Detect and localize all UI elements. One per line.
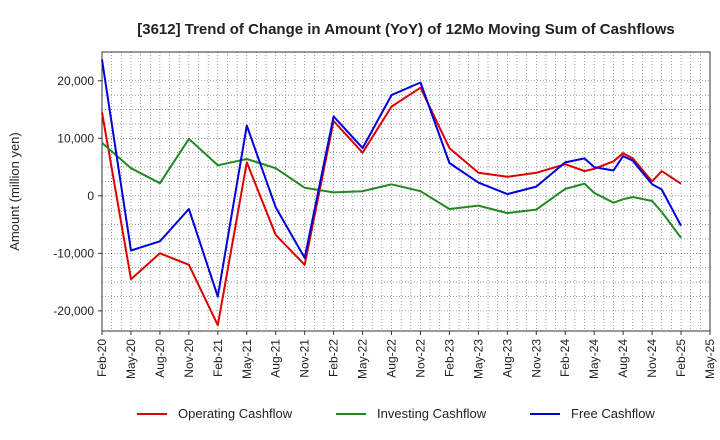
operating-cashflow-line (101, 86, 682, 327)
x-tick-label: Feb-23 (442, 339, 456, 377)
x-tick-label: Nov-23 (529, 339, 543, 378)
x-tick-label: May-21 (240, 339, 254, 379)
legend-label-operating-cashflow: Operating Cashflow (178, 406, 293, 421)
legend-label-free-cashflow: Free Cashflow (571, 406, 655, 421)
x-tick-label: Aug-20 (153, 339, 167, 378)
plot-frame (101, 51, 711, 332)
x-tick-label: May-20 (124, 339, 138, 379)
y-tick-label: -10,000 (53, 246, 94, 260)
x-tick-label: Feb-21 (211, 339, 225, 377)
legend: Operating Cashflow Investing Cashflow Free… (137, 406, 655, 421)
y-tick-label: 10,000 (57, 131, 94, 145)
free-cashflow-line (101, 59, 682, 298)
investing-cashflow-line (101, 137, 682, 239)
x-tick-label: Feb-20 (95, 339, 109, 377)
x-tick-label: May-22 (356, 339, 370, 379)
x-tick-label: May-23 (471, 339, 485, 379)
x-tick-label: Aug-24 (616, 339, 630, 378)
x-tick-label: May-24 (587, 339, 601, 379)
x-tick-label: Aug-23 (500, 339, 514, 378)
y-tick-label: -20,000 (53, 304, 94, 318)
x-tick-labels: Feb-20 May-20 Aug-20 Nov-20 Feb-21 May-21 Aug-… (95, 331, 717, 379)
x-tick-label: Nov-20 (182, 339, 196, 378)
y-tick-labels: -20,000 -10,000 0 10,000 20,000 (53, 74, 102, 318)
x-tick-label: May-25 (703, 339, 717, 379)
x-tick-label: Feb-24 (558, 339, 572, 377)
x-tick-label: Feb-22 (327, 339, 341, 377)
y-tick-label: 0 (87, 189, 94, 203)
legend-label-investing-cashflow: Investing Cashflow (377, 406, 487, 421)
x-tick-label: Aug-21 (269, 339, 283, 378)
series-layer (101, 59, 682, 327)
y-tick-label: 20,000 (57, 74, 94, 88)
x-tick-label: Nov-24 (645, 339, 659, 378)
x-tick-label: Feb-25 (674, 339, 688, 377)
chart-title: [3612] Trend of Change in Amount (YoY) o… (137, 21, 675, 38)
grid-layer (101, 52, 711, 331)
x-tick-label: Aug-22 (385, 339, 399, 378)
x-tick-label: Nov-21 (298, 339, 312, 378)
y-axis-label: Amount (million yen) (7, 132, 22, 251)
x-tick-label: Nov-22 (413, 339, 427, 378)
plot-area (102, 52, 710, 331)
